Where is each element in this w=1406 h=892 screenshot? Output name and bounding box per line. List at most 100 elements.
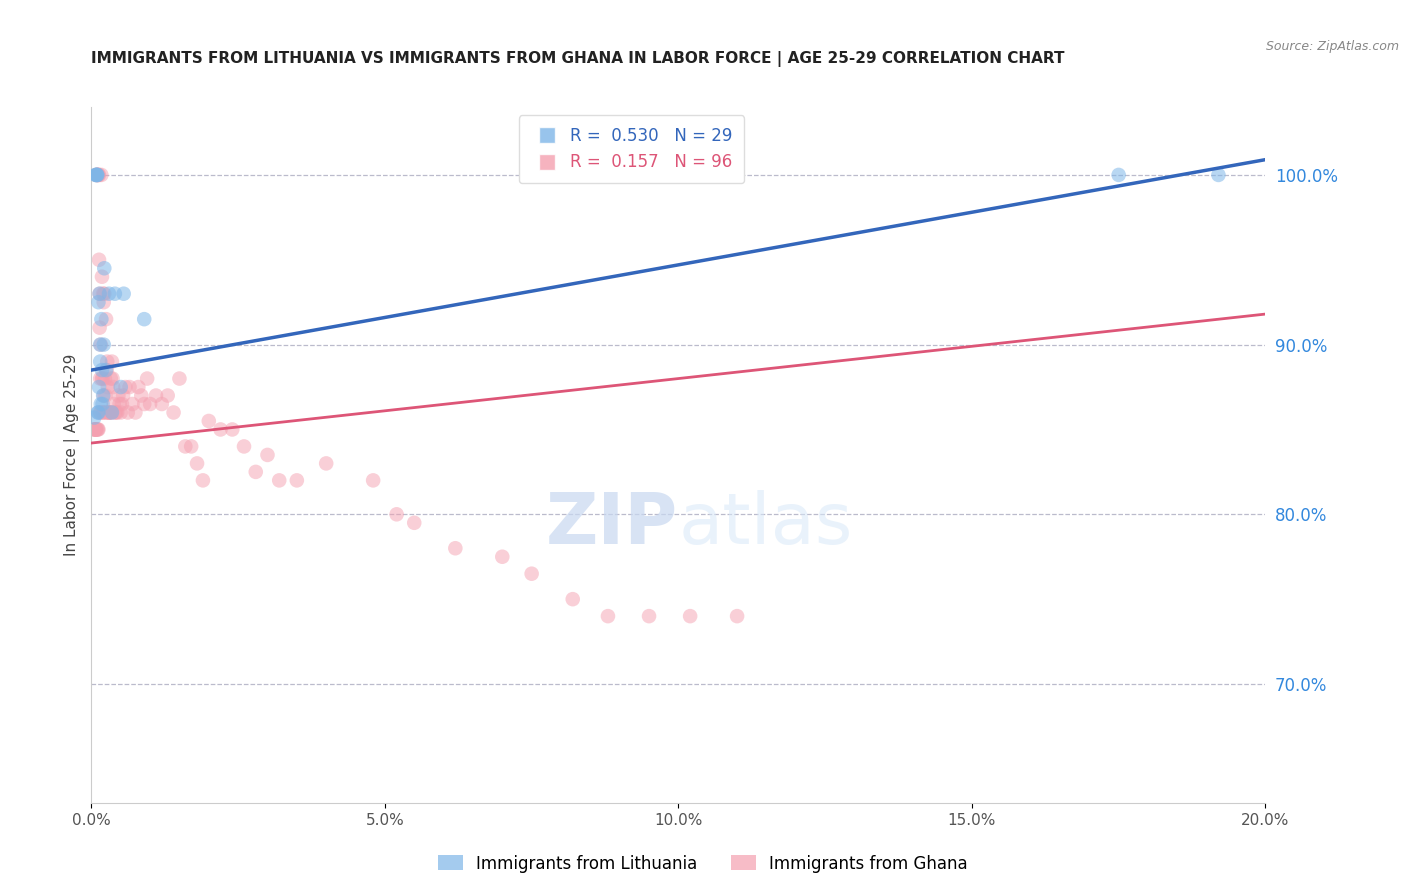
Point: [90, 168, 112, 182]
Point: [118, 380, 141, 394]
Point: [89, 337, 111, 351]
Point: [87, 295, 110, 310]
Point: [221, 422, 243, 436]
Point: [150, 397, 173, 411]
Point: [101, 380, 124, 394]
Point: [89, 371, 111, 385]
Point: [89, 354, 111, 368]
Point: [98, 286, 121, 301]
Point: [91, 405, 114, 419]
Point: [112, 388, 135, 402]
Point: [1108, 168, 1130, 182]
Point: [105, 405, 128, 419]
Point: [86, 168, 108, 182]
Point: [404, 516, 426, 530]
Point: [638, 609, 661, 624]
Point: [209, 422, 232, 436]
Text: IMMIGRANTS FROM LITHUANIA VS IMMIGRANTS FROM GHANA IN LABOR FORCE | AGE 25-29 CO: IMMIGRANTS FROM LITHUANIA VS IMMIGRANTS …: [91, 51, 1064, 67]
Point: [315, 457, 337, 471]
Point: [97, 405, 120, 419]
Legend: Immigrants from Lithuania, Immigrants from Ghana: Immigrants from Lithuania, Immigrants fr…: [432, 848, 974, 880]
Point: [86, 422, 108, 436]
Point: [91, 286, 114, 301]
Point: [134, 397, 156, 411]
Point: [89, 320, 111, 334]
Point: [93, 388, 115, 402]
Point: [90, 337, 112, 351]
Point: [94, 312, 117, 326]
Point: [94, 363, 117, 377]
Point: [87, 422, 110, 436]
Point: [93, 405, 115, 419]
Point: [186, 457, 208, 471]
Point: [385, 508, 408, 522]
Point: [84, 422, 107, 436]
Point: [83, 422, 105, 436]
Point: [87, 405, 110, 419]
Point: [725, 609, 748, 624]
Point: [1208, 168, 1230, 182]
Point: [100, 405, 122, 419]
Point: [86, 168, 108, 182]
Y-axis label: In Labor Force | Age 25-29: In Labor Force | Age 25-29: [65, 354, 80, 556]
Point: [90, 397, 112, 411]
Point: [93, 295, 115, 310]
Point: [191, 474, 214, 488]
Point: [91, 371, 114, 385]
Point: [86, 168, 108, 182]
Point: [91, 269, 114, 284]
Point: [245, 465, 267, 479]
Point: [104, 405, 127, 419]
Point: [112, 286, 135, 301]
Point: [134, 312, 156, 326]
Point: [93, 261, 115, 276]
Point: [93, 286, 115, 301]
Point: [679, 609, 702, 624]
Point: [117, 405, 139, 419]
Point: [129, 388, 152, 402]
Point: [84, 422, 107, 436]
Point: [100, 371, 122, 385]
Point: [87, 252, 110, 267]
Point: [233, 439, 256, 453]
Point: [98, 405, 121, 419]
Point: [114, 380, 136, 394]
Point: [87, 405, 110, 419]
Point: [111, 397, 134, 411]
Point: [84, 422, 107, 436]
Point: [124, 405, 146, 419]
Point: [86, 168, 108, 182]
Point: [180, 439, 202, 453]
Point: [105, 405, 128, 419]
Point: [139, 397, 162, 411]
Point: [269, 474, 291, 488]
Point: [87, 422, 110, 436]
Point: [86, 168, 108, 182]
Point: [90, 312, 112, 326]
Point: [96, 354, 118, 368]
Text: atlas: atlas: [678, 490, 853, 559]
Point: [108, 397, 131, 411]
Point: [97, 380, 120, 394]
Point: [107, 388, 129, 402]
Point: [89, 286, 111, 301]
Point: [561, 592, 583, 607]
Point: [87, 168, 110, 182]
Point: [197, 414, 219, 428]
Point: [94, 388, 117, 402]
Point: [596, 609, 619, 624]
Point: [110, 405, 132, 419]
Point: [98, 405, 121, 419]
Point: [101, 371, 124, 385]
Point: [103, 397, 125, 411]
Point: [86, 168, 108, 182]
Point: [444, 541, 467, 556]
Point: [90, 405, 112, 419]
Point: [84, 422, 107, 436]
Point: [83, 422, 105, 436]
Point: [96, 363, 118, 377]
Point: [87, 380, 110, 394]
Point: [145, 388, 167, 402]
Point: [89, 405, 111, 419]
Point: [136, 371, 159, 385]
